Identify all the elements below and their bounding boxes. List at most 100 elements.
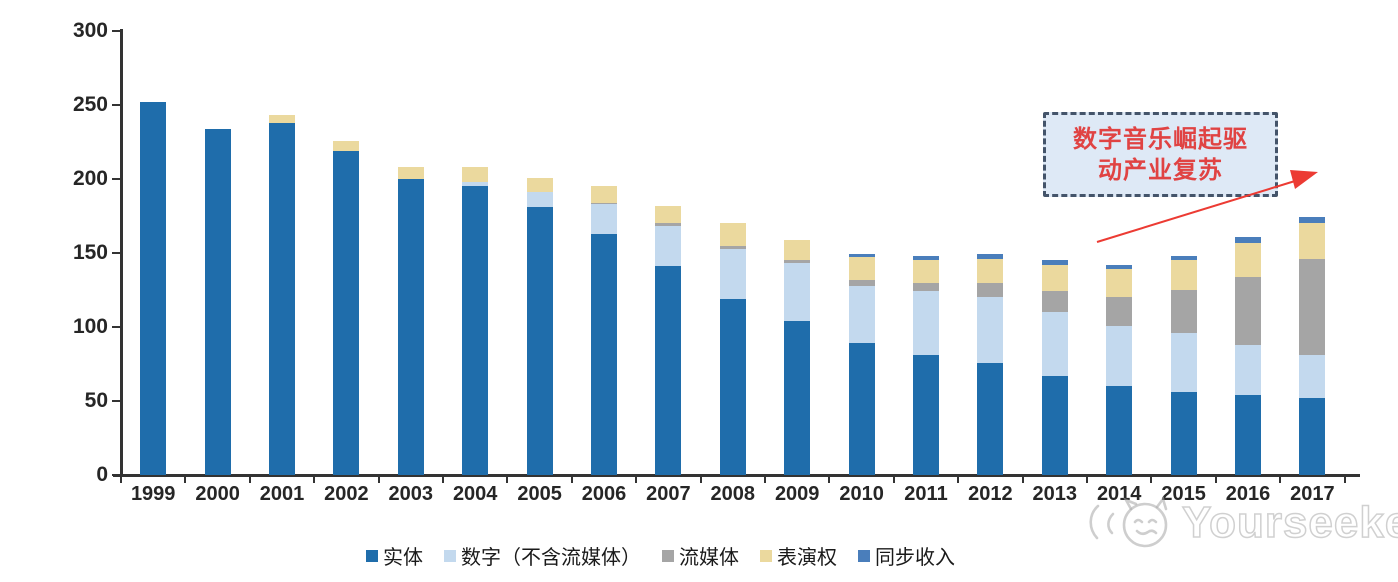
legend-label-physical: 实体 [383, 547, 423, 569]
x-tick-label: 2005 [517, 483, 562, 505]
x-tick-label: 2009 [774, 483, 820, 505]
legend-label-digital: 数字（不含流媒体） [461, 547, 641, 569]
bar-segment [784, 263, 811, 322]
bar-segment [462, 167, 489, 182]
bar-segment [913, 282, 939, 292]
x-axis-tick [570, 475, 573, 483]
bar-segment [1106, 386, 1133, 475]
bar-segment [591, 233, 617, 475]
bar-segment [848, 279, 875, 286]
legend-swatch-streaming [662, 549, 674, 562]
x-axis-tick [892, 475, 895, 483]
x-axis-tick [506, 475, 509, 483]
bar-segment [591, 202, 617, 205]
bar-segment [397, 179, 424, 475]
legend-swatch-physical [366, 549, 378, 562]
bar-segment [1299, 217, 1326, 224]
x-tick-label: 2001 [259, 483, 305, 505]
bar-segment [848, 254, 875, 258]
x-axis-tick [828, 475, 831, 483]
y-axis-tick [112, 326, 121, 328]
x-tick-label: 2016 [1225, 483, 1271, 505]
bar-segment [269, 115, 295, 123]
bar-segment [977, 297, 1004, 363]
bar-segment [526, 192, 553, 208]
bar-segment [333, 150, 360, 475]
x-axis-line [113, 474, 1360, 477]
x-tick-label: 2000 [195, 483, 240, 505]
bar-segment [1106, 297, 1133, 326]
bar-segment [1299, 398, 1326, 475]
x-tick-label: 2013 [1032, 483, 1078, 505]
legend-item-digital: 数字（不含流媒体） [444, 541, 641, 570]
y-tick-label: 0 [96, 463, 108, 486]
bar-segment [913, 260, 939, 283]
bar-segment [655, 266, 682, 475]
bar-segment [977, 282, 1004, 298]
x-axis-tick [1343, 475, 1346, 483]
bar-segment [462, 181, 489, 187]
bar-segment [655, 205, 682, 224]
x-axis-tick [1021, 475, 1024, 483]
x-axis-tick [1086, 475, 1088, 483]
bar-segment [1235, 276, 1261, 345]
bar-segment [1170, 290, 1197, 333]
bar-segment [526, 177, 553, 193]
bar-segment [1041, 375, 1068, 475]
legend-item-streaming: 流媒体 [662, 541, 739, 570]
bar-segment [333, 140, 360, 151]
legend-item-performance: 表演权 [760, 541, 837, 570]
bar-segment [719, 223, 746, 246]
bar-segment [913, 291, 939, 356]
bar-segment [977, 362, 1004, 475]
bar-segment [397, 167, 424, 179]
legend-label-sync: 同步收入 [875, 547, 955, 569]
annotation-line2: 动产业复苏 [1098, 156, 1223, 184]
y-axis-tick [112, 400, 121, 402]
y-axis-tick [112, 474, 121, 476]
bar-segment [784, 239, 811, 261]
bar-segment [913, 355, 939, 475]
legend: 实体 数字（不含流媒体） 流媒体 表演权 同步收入 [366, 541, 955, 570]
x-tick-label: 2011 [904, 483, 948, 505]
bar-segment [977, 254, 1004, 259]
bar-segment [591, 204, 617, 234]
bar-segment [269, 122, 295, 475]
x-axis-tick [313, 475, 316, 483]
bar-segment [1299, 258, 1326, 356]
bar-segment [719, 248, 746, 299]
x-tick-label: 2003 [388, 483, 434, 505]
y-tick-label: 200 [72, 167, 108, 190]
y-tick-label: 50 [84, 389, 108, 412]
y-axis-line [120, 29, 123, 477]
bar-segment [784, 260, 811, 264]
bar-segment [848, 285, 875, 344]
bar-segment [1170, 392, 1197, 475]
bar-segment [1170, 332, 1197, 393]
annotation-line1: 数字音乐崛起驱 [1073, 125, 1248, 153]
x-tick-label: 2004 [452, 483, 498, 505]
x-tick-label: 2010 [839, 483, 884, 505]
bar-segment [1170, 260, 1197, 290]
bar-segment [1235, 395, 1261, 475]
bar-segment [140, 102, 167, 475]
x-tick-label: 2008 [710, 483, 756, 505]
y-tick-label: 250 [72, 93, 108, 116]
bar-segment [977, 258, 1004, 283]
x-tick-label: 2015 [1161, 483, 1206, 505]
bar-segment [848, 343, 875, 475]
bar-segment [1235, 236, 1261, 243]
y-axis-tick [112, 178, 121, 180]
bar-segment [1106, 325, 1133, 387]
x-tick-label: 2006 [581, 483, 627, 505]
y-tick-label: 100 [72, 315, 108, 338]
legend-item-sync: 同步收入 [858, 541, 955, 570]
y-axis-tick [112, 252, 121, 254]
bar-segment [1041, 291, 1068, 313]
bar-segment [719, 298, 746, 475]
bar-segment [591, 186, 617, 203]
x-tick-label: 2007 [646, 483, 691, 505]
bar-segment [655, 223, 682, 227]
x-axis-tick [699, 475, 702, 483]
legend-swatch-sync [858, 549, 870, 562]
